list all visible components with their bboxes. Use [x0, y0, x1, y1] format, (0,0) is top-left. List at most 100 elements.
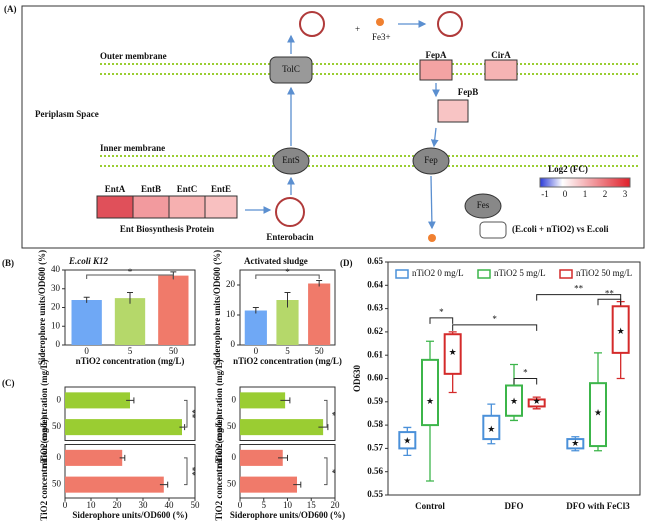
legend-box: [479, 221, 507, 239]
box: [398, 431, 417, 450]
x-tick-label: 20: [331, 500, 341, 510]
protein-label: EntS: [282, 155, 300, 165]
y-tick-label: 0.62: [367, 326, 383, 336]
y-tick-label: 0.64: [367, 279, 383, 289]
x-tick-label: 0: [63, 500, 68, 510]
scale-tick-label: 2: [603, 189, 608, 199]
mean-marker: ★: [403, 435, 411, 445]
legend-swatch: [395, 269, 409, 279]
molecule: [275, 197, 305, 227]
y-tick-label: 0.63: [367, 303, 383, 313]
protein-label: EntB: [141, 184, 161, 194]
protein: [204, 195, 238, 219]
x-axis-label: Siderophore units/OD600 (%): [230, 510, 345, 520]
box: [611, 305, 630, 354]
bar: [114, 298, 146, 345]
y-axis-label: nTiO2 concentration (mg/L): [214, 417, 224, 521]
whisker: [448, 373, 457, 394]
mean-marker: ★: [594, 408, 602, 418]
significance: *: [327, 469, 337, 474]
y-tick-label: 0: [56, 339, 61, 349]
mean-marker: ★: [617, 326, 625, 336]
bar: [244, 310, 267, 345]
bracket: [597, 298, 622, 306]
y-tick-label: 10: [226, 309, 236, 319]
x-tick-label: DFO: [505, 501, 524, 511]
x-tick-label: 10: [283, 500, 293, 510]
bar: [240, 419, 324, 436]
protein: [412, 147, 450, 175]
legend-label: nTiO2 0 mg/L: [412, 268, 464, 278]
protein-label: CirA: [491, 50, 511, 60]
error-bar: [252, 307, 259, 314]
y-axis-label: nTiO2 concentration (mg/L): [39, 417, 49, 521]
bracket: [429, 317, 454, 324]
bracket: [86, 274, 174, 279]
significance: *: [285, 267, 290, 277]
x-tick-label: DFO with FeCl3: [566, 501, 630, 511]
label: Inner membrane: [100, 143, 165, 153]
protein-label: Fes: [477, 200, 490, 210]
legend-swatch: [477, 269, 491, 279]
protein: [96, 195, 134, 219]
error-bar: [278, 454, 288, 461]
bracket: [324, 457, 328, 486]
scale-tick-label: 0: [563, 189, 568, 199]
box: [505, 384, 523, 417]
x-tick-label: 20: [113, 500, 123, 510]
protein: [419, 59, 453, 81]
panel-label: (A): [4, 4, 17, 14]
y-tick-label: 0: [232, 394, 237, 404]
x-tick-label: 5: [262, 500, 267, 510]
protein: [484, 59, 518, 81]
label: Ent Biosynthesis Protein: [120, 224, 214, 234]
x-tick-label: 50: [191, 500, 201, 510]
scale-tick-label: 1: [583, 189, 588, 199]
bar: [65, 419, 182, 436]
error-bar: [293, 481, 302, 488]
panel-frame: [21, 5, 645, 249]
mean-marker: ★: [426, 396, 434, 406]
molecule: [299, 11, 325, 37]
y-tick-label: 0.59: [367, 396, 383, 406]
y-tick-label: 0: [57, 394, 62, 404]
protein: [269, 56, 313, 84]
y-tick-label: 0.56: [367, 466, 383, 476]
legend-swatch: [559, 269, 573, 279]
x-tick-label: 5: [128, 346, 133, 356]
whisker: [426, 340, 434, 360]
bar: [276, 300, 299, 345]
legend-label: nTiO2 5 mg/L: [494, 268, 546, 278]
whisker: [426, 425, 434, 482]
molecule: [437, 11, 463, 37]
significance: *: [523, 368, 528, 378]
bracket: [184, 399, 188, 428]
bar: [158, 275, 189, 345]
y-tick-label: 30: [51, 283, 61, 293]
label: +: [355, 24, 360, 34]
mean-marker: ★: [510, 396, 518, 406]
y-axis-label: Siderophore units/OD600 (%): [37, 250, 47, 365]
x-axis-label: nTiO2 concentration (mg/L): [233, 356, 342, 366]
bar: [65, 449, 123, 466]
y-tick-label: 20: [226, 279, 236, 289]
bar: [71, 300, 102, 345]
box: [589, 382, 607, 448]
bar: [240, 476, 297, 493]
iron: [428, 234, 436, 242]
bracket: [324, 399, 328, 428]
box: [482, 414, 501, 441]
x-tick-label: 50: [315, 346, 325, 356]
bar: [240, 392, 286, 409]
protein: [132, 195, 170, 219]
protein-label: FepA: [426, 50, 447, 60]
y-tick-label: 0.57: [367, 442, 383, 452]
mean-marker: ★: [533, 396, 541, 406]
y-axis-label: Siderophore units/OD600 (%): [212, 250, 222, 365]
x-tick-label: 40: [165, 500, 175, 510]
y-tick-label: 20: [51, 302, 61, 312]
protein: [272, 147, 310, 175]
error-bar: [127, 292, 133, 304]
y-tick-label: 0.61: [367, 349, 383, 359]
x-tick-label: 0: [254, 346, 259, 356]
